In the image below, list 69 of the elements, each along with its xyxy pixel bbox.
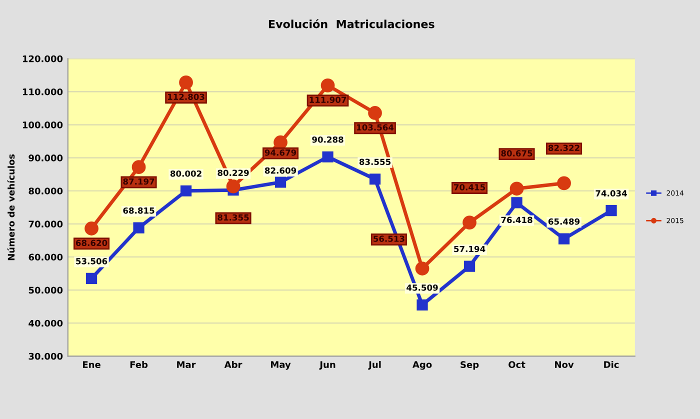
- data-label: 80.229: [218, 170, 249, 176]
- point: [179, 76, 193, 90]
- x-tick-label: Oct: [508, 361, 526, 368]
- data-label: 111.907: [310, 96, 346, 103]
- point: [557, 176, 571, 190]
- chart-title: Evolución Matriculaciones: [268, 19, 434, 28]
- y-tick-label: 120.000: [22, 55, 63, 62]
- data-label: 80.675: [501, 150, 532, 156]
- data-label: 45.509: [406, 284, 438, 291]
- point: [132, 160, 146, 174]
- point: [416, 299, 428, 310]
- data-label: 80.002: [170, 170, 202, 177]
- point: [274, 135, 288, 150]
- point: [462, 216, 476, 230]
- y-tick-label: 50.000: [28, 286, 63, 294]
- x-tick-label: Nov: [555, 361, 574, 368]
- data-label: 74.034: [596, 190, 627, 196]
- x-tick-label: May: [271, 361, 291, 370]
- point: [322, 151, 334, 162]
- data-label: 90.288: [312, 136, 344, 143]
- data-label: 65.489: [548, 218, 580, 225]
- y-tick-label: 90.000: [28, 154, 63, 162]
- data-label: 70.415: [454, 184, 486, 190]
- data-label: 53.506: [76, 258, 108, 264]
- y-tick-label: 70.000: [28, 220, 63, 228]
- data-label: 81.355: [218, 214, 249, 221]
- x-tick-label: Jun: [319, 361, 336, 370]
- point: [320, 78, 335, 92]
- point: [511, 197, 522, 208]
- point: [415, 262, 430, 276]
- point: [180, 185, 192, 196]
- y-tick-label: 40.000: [28, 320, 63, 327]
- data-label: 68.620: [76, 240, 108, 246]
- point: [86, 272, 98, 284]
- point: [274, 176, 286, 188]
- y-tick-label: 80.000: [28, 188, 63, 194]
- point: [510, 182, 524, 196]
- data-label: 83.555: [359, 158, 391, 166]
- point: [464, 260, 476, 272]
- data-label: 68.815: [123, 207, 154, 214]
- point: [84, 222, 98, 236]
- y-tick-label: 60.000: [28, 254, 63, 261]
- data-label: 56.513: [374, 236, 404, 242]
- data-label: 112.803: [168, 94, 204, 100]
- data-label: 57.194: [454, 246, 486, 252]
- x-tick-label: Ago: [412, 361, 432, 370]
- y-tick-label: 110.000: [22, 88, 63, 96]
- x-tick-label: Dic: [604, 361, 619, 368]
- x-tick-label: Sep: [460, 361, 479, 370]
- point: [368, 106, 382, 120]
- x-tick-label: Ene: [82, 361, 100, 368]
- data-label: 103.564: [356, 124, 394, 131]
- point: [558, 233, 570, 244]
- x-tick-label: Feb: [130, 361, 148, 368]
- point: [133, 222, 144, 234]
- y-axis-title: Número de vehículos: [7, 154, 15, 260]
- point: [226, 179, 240, 194]
- x-tick-label: Abr: [224, 361, 242, 368]
- point: [369, 174, 381, 185]
- data-label: 87.197: [123, 178, 154, 185]
- data-label: 94.679: [264, 149, 296, 156]
- data-label: 76.418: [501, 216, 532, 224]
- y-tick-label: 30.000: [28, 352, 63, 360]
- point: [606, 205, 617, 216]
- x-tick-label: Jul: [368, 361, 381, 370]
- data-label: 82.609: [264, 167, 296, 174]
- data-label: 82.322: [548, 144, 580, 152]
- y-tick-label: 100.000: [22, 122, 63, 128]
- x-tick-label: Mar: [177, 361, 196, 368]
